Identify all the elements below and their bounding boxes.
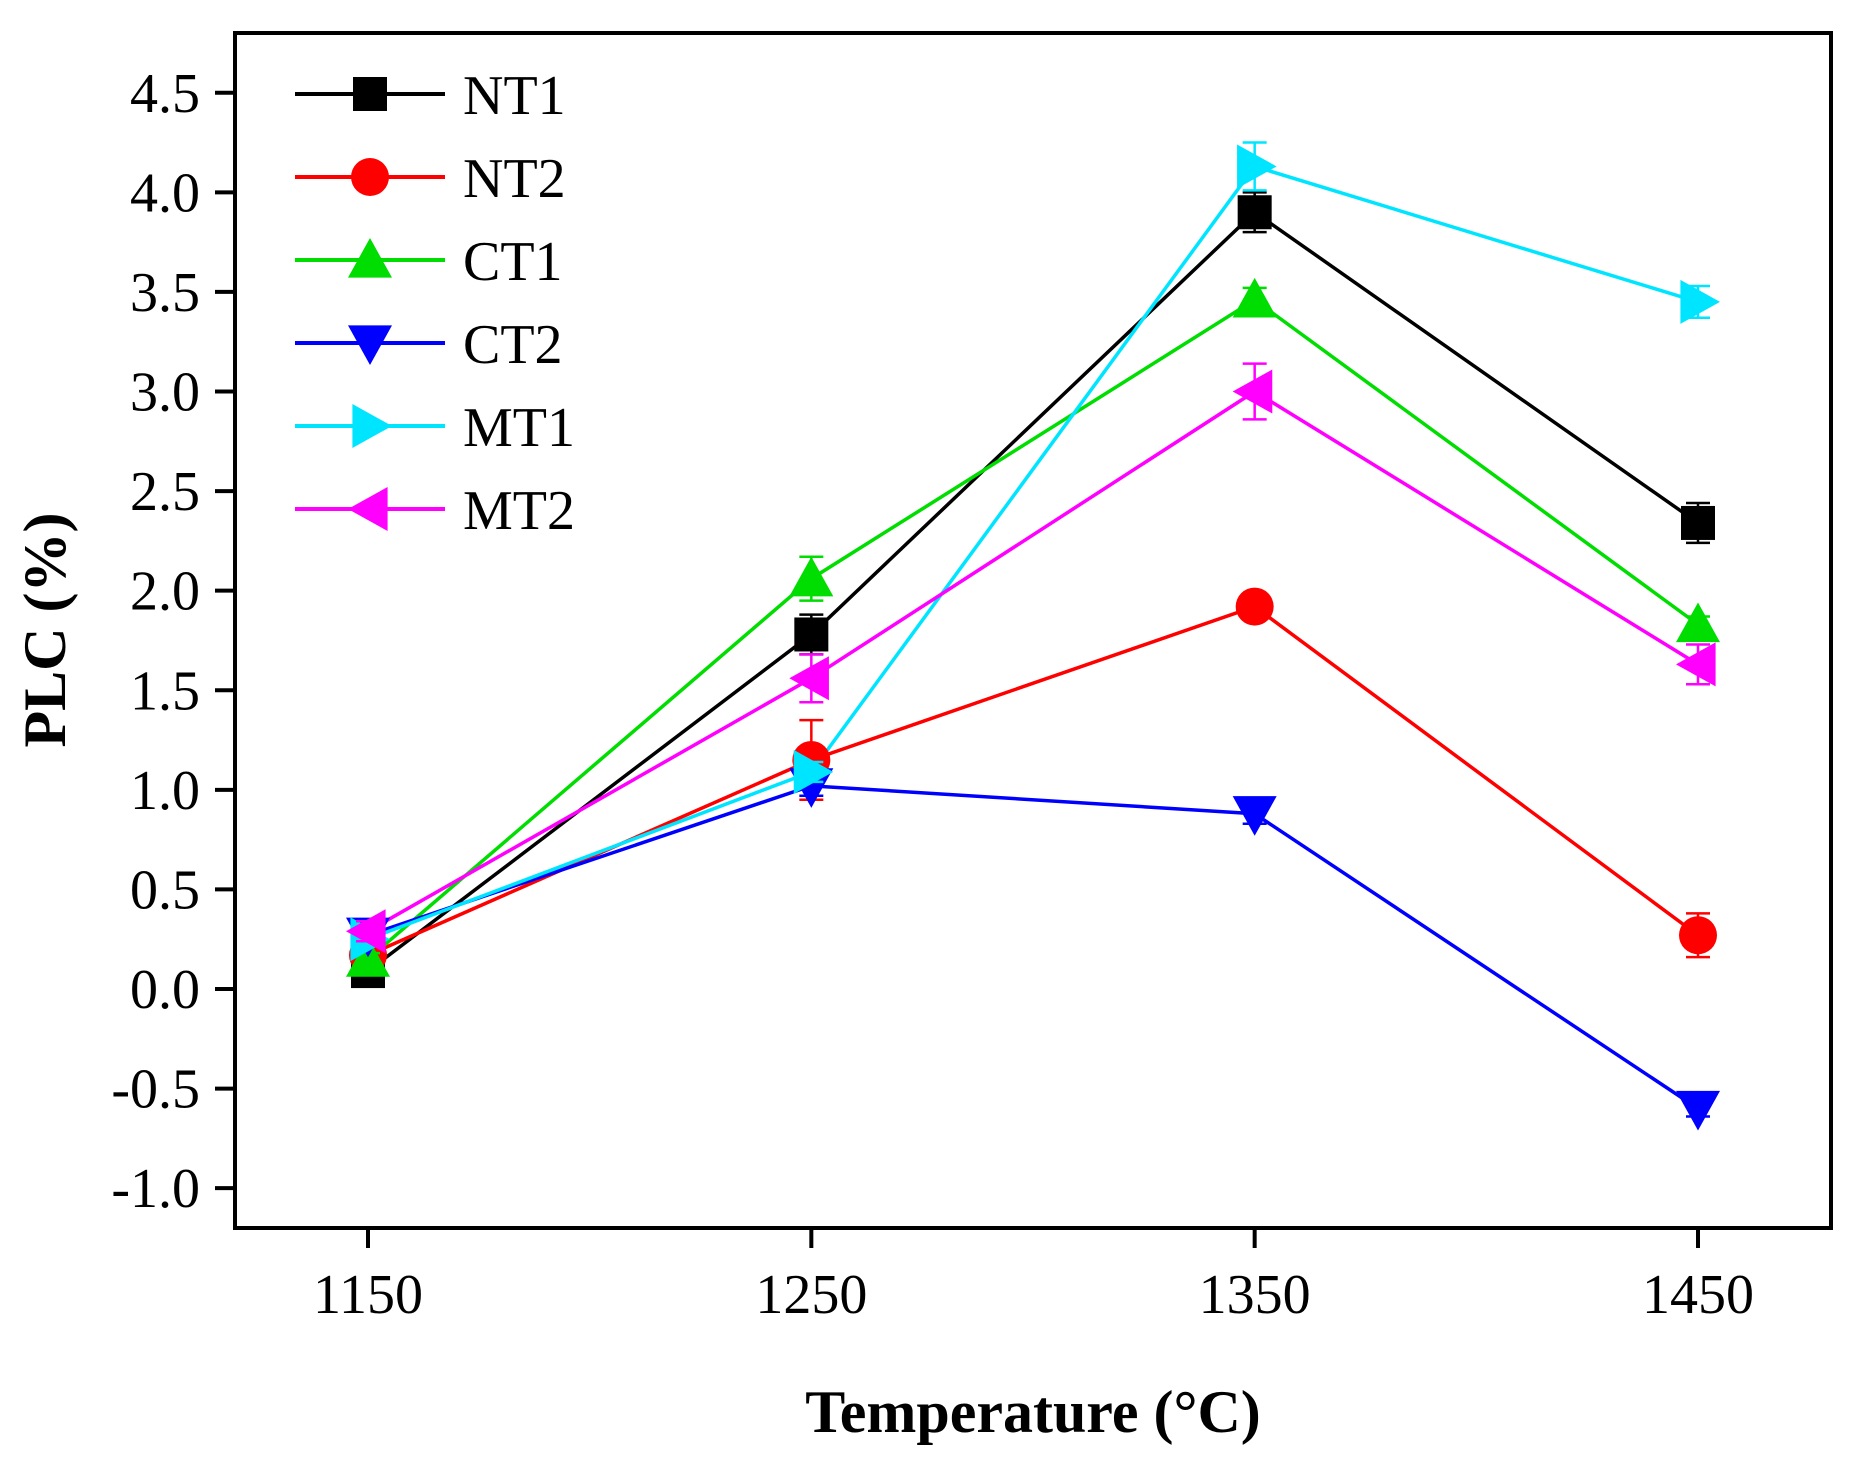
series-line-ct2: [367, 784, 1699, 1110]
y-tick-label-3.0: 3.0: [130, 362, 200, 424]
legend-label-nt1: NT1: [463, 65, 566, 127]
point-nt1-1250: [794, 617, 829, 652]
x-tick-label-1350: 1350: [1199, 1264, 1311, 1326]
x-tick-label-1450: 1450: [1642, 1264, 1754, 1326]
plot-frame: [233, 31, 1833, 1230]
legend-marker-ct2: [348, 325, 392, 365]
y-tick-label-1.0: 1.0: [130, 760, 200, 822]
legend-label-ct2: CT2: [463, 314, 563, 376]
point-nt1-1350: [1237, 195, 1272, 230]
x-tick-label-1150: 1150: [313, 1264, 423, 1326]
point-mt1-1450: [1680, 279, 1720, 324]
series-line-ct1: [366, 297, 1700, 961]
y-tick-label-0.0: 0.0: [130, 959, 200, 1021]
point-ct1-1250: [789, 556, 834, 597]
point-ct2-1350: [1232, 796, 1277, 836]
y-tick-label-4.5: 4.5: [130, 63, 200, 125]
legend-marker-nt1: [353, 77, 387, 111]
point-nt2-1450: [1679, 916, 1717, 955]
legend-marker-mt1: [352, 404, 392, 448]
series-line-mt2: [367, 389, 1699, 933]
point-mt2-1350: [1232, 369, 1273, 414]
x-axis-title: Temperature (°C): [805, 1379, 1261, 1445]
legend-label-nt2: NT2: [463, 148, 566, 210]
y-tick-label-4.0: 4.0: [130, 162, 200, 224]
legend-label-ct1: CT1: [463, 231, 563, 293]
x-tick-label-1250: 1250: [755, 1264, 867, 1326]
y-tick-label--1.0: -1.0: [111, 1158, 200, 1220]
y-axis-title: PLC (%): [12, 513, 78, 748]
point-mt2-1450: [1676, 642, 1716, 687]
y-tick-label--0.5: -0.5: [111, 1059, 200, 1121]
legend: NT1 NT2 CT1 CT2 MT1 MT2: [295, 65, 575, 542]
point-nt1-1450: [1681, 505, 1715, 540]
point-nt2-1350: [1235, 587, 1274, 626]
point-mt2-1150: [346, 909, 386, 954]
point-ct1-1450: [1676, 602, 1720, 643]
point-ct1-1350: [1232, 277, 1277, 318]
legend-marker-nt2: [351, 158, 389, 196]
series-line-nt1: [366, 209, 1700, 973]
legend-label-mt1: MT1: [463, 397, 575, 459]
series-line-nt2: [367, 604, 1700, 957]
axes-layer: -1.0 -0.5 0.0 0.5 1.0 1.5 2.0 2.5 3.0 3.5 4.0 4.5 11…: [111, 63, 1754, 1326]
point-mt1-1350: [1237, 144, 1277, 189]
y-tick-label-3.5: 3.5: [130, 262, 200, 324]
legend-marker-ct1: [348, 238, 392, 278]
point-mt2-1250: [789, 656, 829, 701]
point-ct2-1450: [1676, 1090, 1720, 1131]
point-mt1-1250: [793, 749, 834, 794]
y-tick-label-2.0: 2.0: [130, 561, 200, 623]
legend-label-mt2: MT2: [463, 480, 575, 542]
series-layer: [346, 141, 1720, 1131]
y-tick-label-2.5: 2.5: [130, 461, 200, 523]
legend-marker-mt2: [348, 487, 388, 531]
y-tick-label-1.5: 1.5: [130, 660, 200, 722]
series-line-mt1: [367, 164, 1699, 941]
y-tick-label-0.5: 0.5: [130, 859, 200, 921]
